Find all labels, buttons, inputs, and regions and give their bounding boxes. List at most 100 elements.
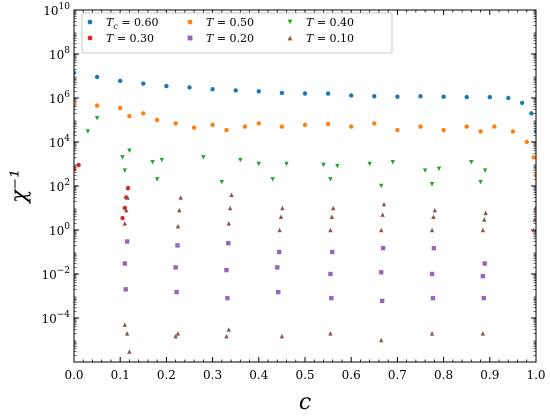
data-point [325, 91, 331, 96]
data-point [224, 333, 229, 339]
data-point [519, 100, 525, 106]
data-point [531, 227, 536, 233]
data-point [122, 261, 128, 266]
data-point [379, 227, 384, 233]
data-point [238, 157, 243, 163]
legend-label: T = 0.20 [206, 32, 254, 45]
data-point [256, 161, 261, 167]
data-point [302, 91, 308, 96]
series-4 [122, 239, 487, 304]
data-point [529, 111, 534, 116]
data-point [431, 245, 437, 251]
x-tick-label: 0.5 [295, 368, 314, 382]
y-tick-label: 10−4 [41, 310, 70, 326]
data-point [395, 127, 400, 133]
data-point [122, 221, 128, 226]
x-axis-ticks: 0.0 0.1 0.2 0.3 0.4 0.5 0.6 0.7 0.8 0.9 1.0 [64, 10, 546, 382]
data-point [379, 270, 384, 275]
legend-marker [87, 19, 93, 25]
data-point [335, 163, 340, 169]
data-point [487, 94, 492, 100]
data-point [122, 322, 128, 327]
series-2 [74, 116, 488, 189]
data-point [141, 81, 146, 86]
data-point [532, 217, 536, 222]
data-point [175, 331, 181, 336]
legend-label: Tc = 0.60 [106, 16, 159, 31]
data-point [328, 331, 333, 336]
data-point [482, 217, 487, 222]
data-point [154, 177, 160, 182]
legend-label: T = 0.10 [306, 32, 354, 45]
data-point [482, 168, 488, 173]
data-point [187, 85, 192, 90]
data-point [381, 201, 387, 207]
data-point [469, 160, 474, 165]
data-point [219, 179, 225, 185]
data-point [429, 271, 435, 277]
data-point [483, 210, 488, 216]
x-tick-label: 1.0 [526, 368, 545, 382]
data-point [510, 129, 516, 134]
data-point [85, 129, 91, 134]
y-tick-label: 102 [49, 178, 70, 194]
y-tick-label: 104 [49, 134, 70, 150]
y-tick-label: 1010 [43, 2, 70, 18]
x-tick-label: 0.7 [388, 368, 407, 382]
data-point [349, 124, 354, 129]
data-point [478, 179, 483, 185]
data-point [173, 333, 178, 339]
data-point [127, 349, 132, 354]
x-tick-label: 0.0 [64, 368, 83, 382]
series-5 [122, 192, 536, 354]
legend-marker [287, 35, 293, 41]
data-point [256, 89, 261, 94]
data-point [328, 227, 333, 233]
plot-frame [73, 9, 537, 363]
y-axis-label: χ⁻¹ [7, 169, 32, 205]
legend-box [81, 12, 393, 54]
x-tick-label: 0.3 [203, 368, 222, 382]
data-point [430, 295, 436, 301]
data-point [302, 122, 308, 128]
data-point [120, 155, 125, 160]
x-tick-label: 0.4 [249, 368, 268, 382]
data-point [464, 124, 469, 129]
data-point [441, 94, 446, 99]
legend-entries: Tc = 0.60 T = 0.50 T = 0.40 T = 0.30 T = 0.2… [87, 16, 354, 45]
data-point [174, 289, 179, 295]
data-point [178, 195, 183, 200]
data-point [464, 94, 469, 100]
data-point [279, 333, 285, 339]
data-point [256, 121, 261, 126]
data-point [177, 207, 182, 213]
data-point [150, 160, 155, 165]
data-point [429, 227, 435, 233]
data-point [123, 287, 128, 292]
data-point [127, 113, 132, 119]
y-tick-label: 100 [49, 222, 70, 238]
data-point [480, 273, 486, 279]
data-point [395, 94, 400, 99]
legend-marker [187, 19, 193, 25]
x-axis-label: c [299, 390, 311, 415]
data-point [224, 127, 229, 133]
data-point [432, 207, 438, 213]
data-point [422, 168, 428, 173]
data-point [124, 239, 130, 244]
data-point [210, 87, 215, 92]
data-point [506, 95, 511, 101]
data-point [278, 214, 284, 219]
data-point [531, 155, 536, 160]
data-point [276, 249, 282, 255]
data-point [390, 160, 395, 165]
data-point [441, 127, 446, 133]
data-point [321, 162, 326, 168]
data-point [330, 249, 335, 255]
legend-marker [287, 19, 293, 25]
data-point [74, 70, 77, 75]
data-point [94, 116, 100, 121]
legend-label: T = 0.50 [206, 16, 254, 29]
data-point [482, 261, 487, 266]
data-point [329, 295, 334, 301]
